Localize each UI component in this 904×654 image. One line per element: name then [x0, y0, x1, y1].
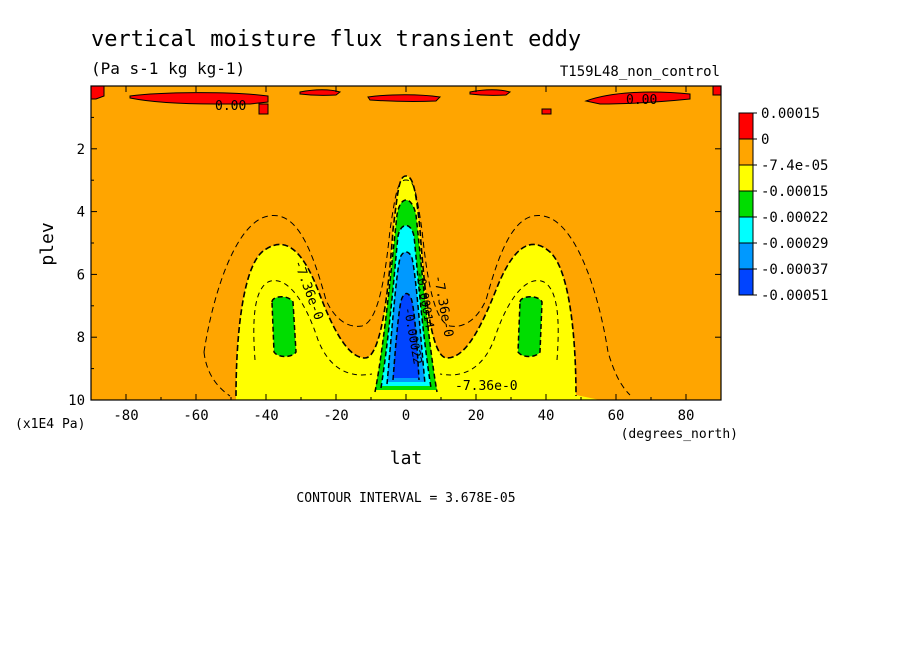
colorbar-swatch [738, 112, 754, 140]
fill-red-top-mid3 [469, 89, 512, 96]
contour-interval: CONTOUR INTERVAL = 3.678E-05 [296, 491, 515, 506]
x-tick-label: 0 [402, 408, 410, 424]
contour-label-bottom: -7.36e-0 [455, 379, 518, 394]
fill-red-top-right-tail [541, 108, 552, 115]
fill-red-top-left-tail [258, 103, 269, 115]
x-tick-label: -40 [253, 408, 278, 424]
x-tick-label: -60 [183, 408, 208, 424]
colorbar-label: -0.00029 [761, 236, 828, 252]
contour-lines [203, 175, 631, 397]
fill-red-top-mid2 [367, 94, 442, 102]
fill-red-top-left-corner [91, 86, 105, 100]
contour-central-1 [374, 199, 438, 393]
colorbar-label: -7.4e-05 [761, 158, 828, 174]
y-axis: 2 4 6 8 10 [68, 116, 721, 409]
colorbar-swatch [738, 138, 754, 166]
fill-red-top-right [584, 91, 691, 105]
colorbar-label: 0 [761, 132, 769, 148]
colorbar-label: -0.00022 [761, 210, 828, 226]
y-tick-label: 6 [77, 267, 85, 283]
contour-label-top-right: 0.00 [626, 93, 657, 108]
contour-central-4 [392, 292, 420, 381]
fill-green-right [517, 296, 543, 358]
fill-green-left [271, 296, 297, 358]
contour-label-top-left: 0.00 [215, 99, 246, 114]
colorbar-label: -0.00051 [761, 288, 828, 304]
contour-inner-thin-right [439, 280, 559, 376]
chart-units: (Pa s-1 kg kg-1) [91, 59, 245, 78]
fill-red-top-left [129, 92, 269, 105]
colorbar-label: -0.00037 [761, 262, 828, 278]
x-tick-label: 60 [608, 408, 625, 424]
y-tick-label: 2 [77, 142, 85, 158]
chart-title: vertical moisture flux transient eddy [91, 27, 581, 52]
colorbar-swatch [738, 216, 754, 244]
colorbar-swatch [738, 242, 754, 270]
y-axis-units: (x1E4 Pa) [15, 417, 85, 432]
x-tick-label: -80 [113, 408, 138, 424]
colorbar-swatch [738, 268, 754, 296]
x-tick-label: 20 [468, 408, 485, 424]
contour-outer-left-leg [203, 351, 231, 397]
contour-yellow-boundary [235, 175, 577, 397]
y-tick-label: 10 [68, 393, 85, 409]
fill-red-top-right-corner [712, 86, 721, 96]
contour-central-2 [380, 224, 432, 389]
y-tick-label: 4 [77, 205, 85, 221]
contour-central-3 [386, 251, 426, 385]
colorbar-label: -0.00015 [761, 184, 828, 200]
x-tick-label: 80 [678, 408, 695, 424]
x-axis: -80 -60 -40 -20 0 20 40 60 80 [90, 86, 722, 424]
x-tick-label: 40 [538, 408, 555, 424]
contour-inner-thin [253, 280, 373, 376]
y-axis-label: plev [37, 222, 58, 265]
x-axis-units: (degrees_north) [621, 427, 738, 442]
x-tick-label: -20 [323, 408, 348, 424]
x-axis-label: lat [390, 448, 423, 469]
colorbar-label: 0.00015 [761, 106, 820, 122]
colorbar-swatch [738, 164, 754, 192]
y-tick-label: 8 [77, 330, 85, 346]
colorbar: 0.00015 0 -7.4e-05 -0.00015 -0.00022 -0.00029… [738, 106, 828, 304]
contour-outer [203, 179, 631, 396]
colorbar-swatch [738, 190, 754, 218]
fill-red-top-mid1 [299, 89, 342, 96]
dataset-label: T159L48_non_control [560, 64, 720, 80]
